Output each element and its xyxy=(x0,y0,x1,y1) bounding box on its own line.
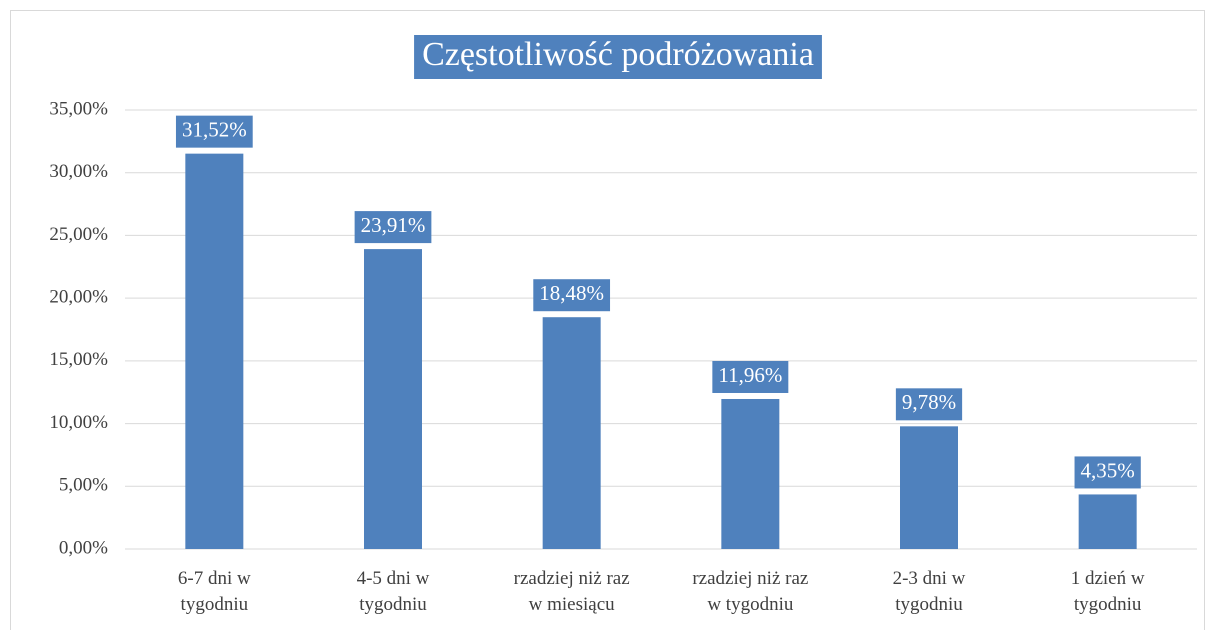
value-label: 31,52% xyxy=(182,117,247,141)
x-tick-label-line: 2-3 dni w xyxy=(893,568,966,589)
value-label: 23,91% xyxy=(361,213,426,237)
y-tick-label: 5,00% xyxy=(59,475,108,496)
x-tick-label-line: tygodniu xyxy=(359,594,427,615)
value-label-box xyxy=(175,115,253,148)
x-tick-label: rzadziej niż raz w miesiącu xyxy=(514,568,630,615)
value-label-box xyxy=(712,360,789,393)
x-tick-label-line: w tygodniu xyxy=(707,594,794,615)
bar xyxy=(900,426,958,549)
value-label: 9,78% xyxy=(902,390,956,414)
value-label: 11,96% xyxy=(718,363,782,387)
y-tick-label: 20,00% xyxy=(49,287,108,308)
y-tick-label: 15,00% xyxy=(49,349,108,370)
x-tick-label-line: tygodniu xyxy=(181,594,249,615)
y-tick-label: 30,00% xyxy=(49,161,108,182)
x-tick-label-line: w miesiącu xyxy=(529,594,616,615)
y-tick-label: 35,00% xyxy=(49,98,108,119)
x-tick-label: rzadziej niż raz w tygodniu xyxy=(692,568,808,615)
bar xyxy=(364,249,422,549)
chart-title-box xyxy=(414,35,822,79)
y-tick-label: 0,00% xyxy=(59,537,108,558)
bar xyxy=(721,398,780,549)
x-tick-label-line: 4-5 dni w xyxy=(357,568,430,589)
x-tick-label: 2-3 dni w tygodniu xyxy=(893,568,966,615)
bar xyxy=(542,317,601,549)
x-tick-label: 4-5 dni w tygodniu xyxy=(357,568,430,615)
x-tick-label-line: 6-7 dni w xyxy=(178,568,251,589)
x-tick-label-line: rzadziej niż raz xyxy=(692,568,808,589)
chart-title: Częstotliwość podróżowania xyxy=(422,36,814,73)
value-label-box xyxy=(1074,456,1141,489)
y-tick-label: 25,00% xyxy=(49,224,108,245)
value-label-box xyxy=(354,211,432,244)
x-tick-label: 6-7 dni w tygodniu xyxy=(178,568,251,615)
value-label-box xyxy=(533,279,611,312)
bar xyxy=(185,153,244,549)
bar xyxy=(1078,494,1137,549)
value-label: 4,35% xyxy=(1081,458,1135,482)
x-tick-label-line: tygodniu xyxy=(895,594,963,615)
x-tick-label-line: 1 dzień w xyxy=(1071,568,1145,589)
x-tick-label-line: rzadziej niż raz xyxy=(514,568,630,589)
y-tick-label: 10,00% xyxy=(49,412,108,433)
value-label: 18,48% xyxy=(539,281,604,305)
x-tick-label-line: tygodniu xyxy=(1074,594,1142,615)
value-label-box xyxy=(895,388,963,421)
x-tick-label: 1 dzień w tygodniu xyxy=(1071,568,1145,615)
